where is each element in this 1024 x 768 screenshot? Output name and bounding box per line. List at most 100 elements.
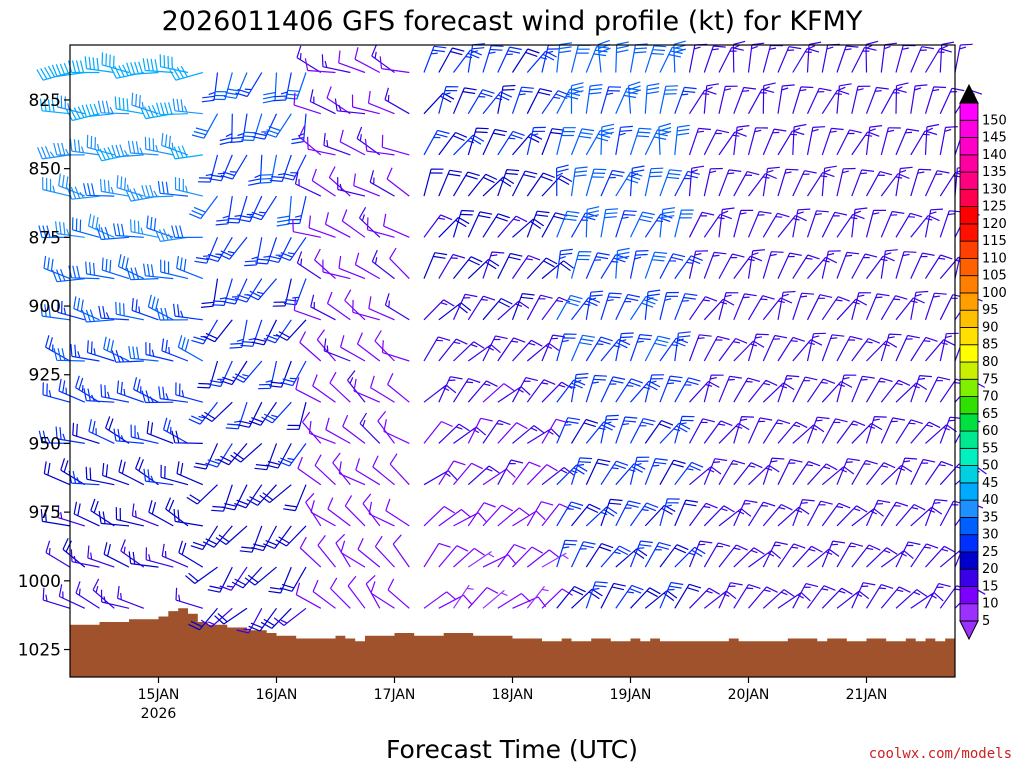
wind-barb: [526, 88, 553, 114]
wind-barb: [452, 209, 474, 238]
wind-barb: [541, 381, 573, 403]
wind-barb: [836, 458, 860, 485]
wind-barb: [231, 566, 263, 589]
wind-barb: [851, 131, 880, 156]
wind-barb: [467, 127, 489, 156]
colorbar-label: 70: [982, 390, 999, 405]
wind-barb: [865, 171, 893, 197]
wind-barb: [323, 338, 351, 362]
wind-barb: [895, 589, 928, 609]
wind-barb: [718, 207, 735, 238]
wind-barb: [585, 506, 618, 527]
wind-barb: [467, 211, 493, 238]
wind-barb: [851, 337, 881, 362]
wind-barb: [792, 376, 818, 403]
wind-barb: [512, 339, 543, 362]
wind-barb: [880, 173, 910, 197]
wind-barb: [526, 50, 557, 73]
wind-barb: [747, 127, 769, 156]
wind-barb: [674, 377, 701, 403]
wind-barb: [762, 503, 793, 527]
wind-barb: [851, 207, 868, 238]
wind-barb: [910, 336, 938, 362]
wind-barb: [924, 208, 944, 238]
wind-barb: [438, 86, 459, 114]
colorbar-swatch: [959, 465, 979, 484]
wind-barb: [836, 298, 868, 321]
wind-barb: [358, 207, 381, 238]
wind-barb: [807, 256, 838, 279]
wind-barb: [130, 424, 159, 444]
wind-barb: [438, 509, 472, 527]
wind-barb: [42, 177, 71, 197]
wind-barb: [314, 248, 336, 280]
wind-barb: [689, 587, 720, 609]
wind-barb: [512, 510, 546, 527]
wind-barb: [275, 319, 307, 341]
wind-barb: [939, 87, 965, 114]
wind-barb: [880, 550, 914, 568]
wind-barb: [910, 252, 935, 279]
colorbar-swatch: [959, 361, 979, 380]
wind-barb: [423, 299, 455, 321]
wind-barb: [248, 607, 277, 632]
colorbar-label: 20: [982, 562, 999, 577]
wind-barb: [241, 113, 263, 142]
terrain-layer: [70, 608, 955, 677]
wind-barb: [353, 173, 381, 197]
wind-barb: [75, 375, 100, 403]
wind-barb: [482, 554, 517, 568]
wind-barb: [821, 296, 850, 321]
wind-barb: [954, 43, 973, 73]
credit-link[interactable]: coolwx.com/models: [869, 746, 1012, 762]
wind-barb: [323, 133, 351, 156]
wind-barb: [718, 46, 744, 73]
wind-barb: [806, 41, 822, 73]
wind-barb: [807, 378, 836, 403]
wind-barb: [39, 98, 71, 115]
wind-barb: [423, 505, 456, 527]
wind-barb: [249, 195, 278, 221]
wind-barb: [627, 81, 641, 114]
wind-barb: [146, 420, 174, 444]
y-tick-label: 850: [29, 160, 61, 180]
wind-barb: [792, 424, 825, 444]
wind-barb: [294, 171, 322, 197]
wind-barb: [423, 252, 448, 279]
wind-barb: [341, 209, 366, 238]
wind-barb: [925, 460, 954, 486]
wind-barb: [293, 298, 322, 321]
wind-barb: [55, 426, 85, 444]
wind-barb: [659, 291, 679, 320]
wind-barb: [482, 128, 508, 156]
colorbar-swatch: [959, 430, 979, 449]
wind-barb: [851, 292, 872, 320]
x-tick-label: 17JAN: [374, 687, 416, 703]
wind-barb: [497, 422, 528, 444]
wind-barb: [188, 607, 218, 631]
wind-barb: [703, 590, 737, 609]
colorbar-label: 15: [982, 579, 999, 594]
colorbar-label: 95: [982, 303, 999, 318]
wind-barb: [438, 376, 463, 403]
wind-barb: [40, 509, 71, 527]
wind-barb: [895, 166, 913, 197]
wind-barb: [97, 100, 130, 115]
x-tick-sublabel: 2026: [141, 706, 177, 722]
wind-barb: [244, 566, 277, 586]
wind-barb: [293, 92, 321, 115]
wind-barb: [688, 540, 713, 568]
wind-barb: [733, 86, 757, 114]
wind-barb: [329, 577, 351, 609]
wind-barb: [762, 212, 790, 238]
wind-barb: [497, 84, 516, 114]
wind-barb: [96, 226, 130, 241]
wind-barb: [689, 296, 718, 321]
wind-barb: [482, 297, 513, 321]
wind-barb: [659, 498, 680, 527]
wind-barb: [110, 64, 144, 79]
wind-barb: [630, 587, 661, 609]
wind-barb: [175, 382, 203, 403]
wind-barb: [353, 378, 381, 403]
wind-barb: [362, 493, 381, 527]
